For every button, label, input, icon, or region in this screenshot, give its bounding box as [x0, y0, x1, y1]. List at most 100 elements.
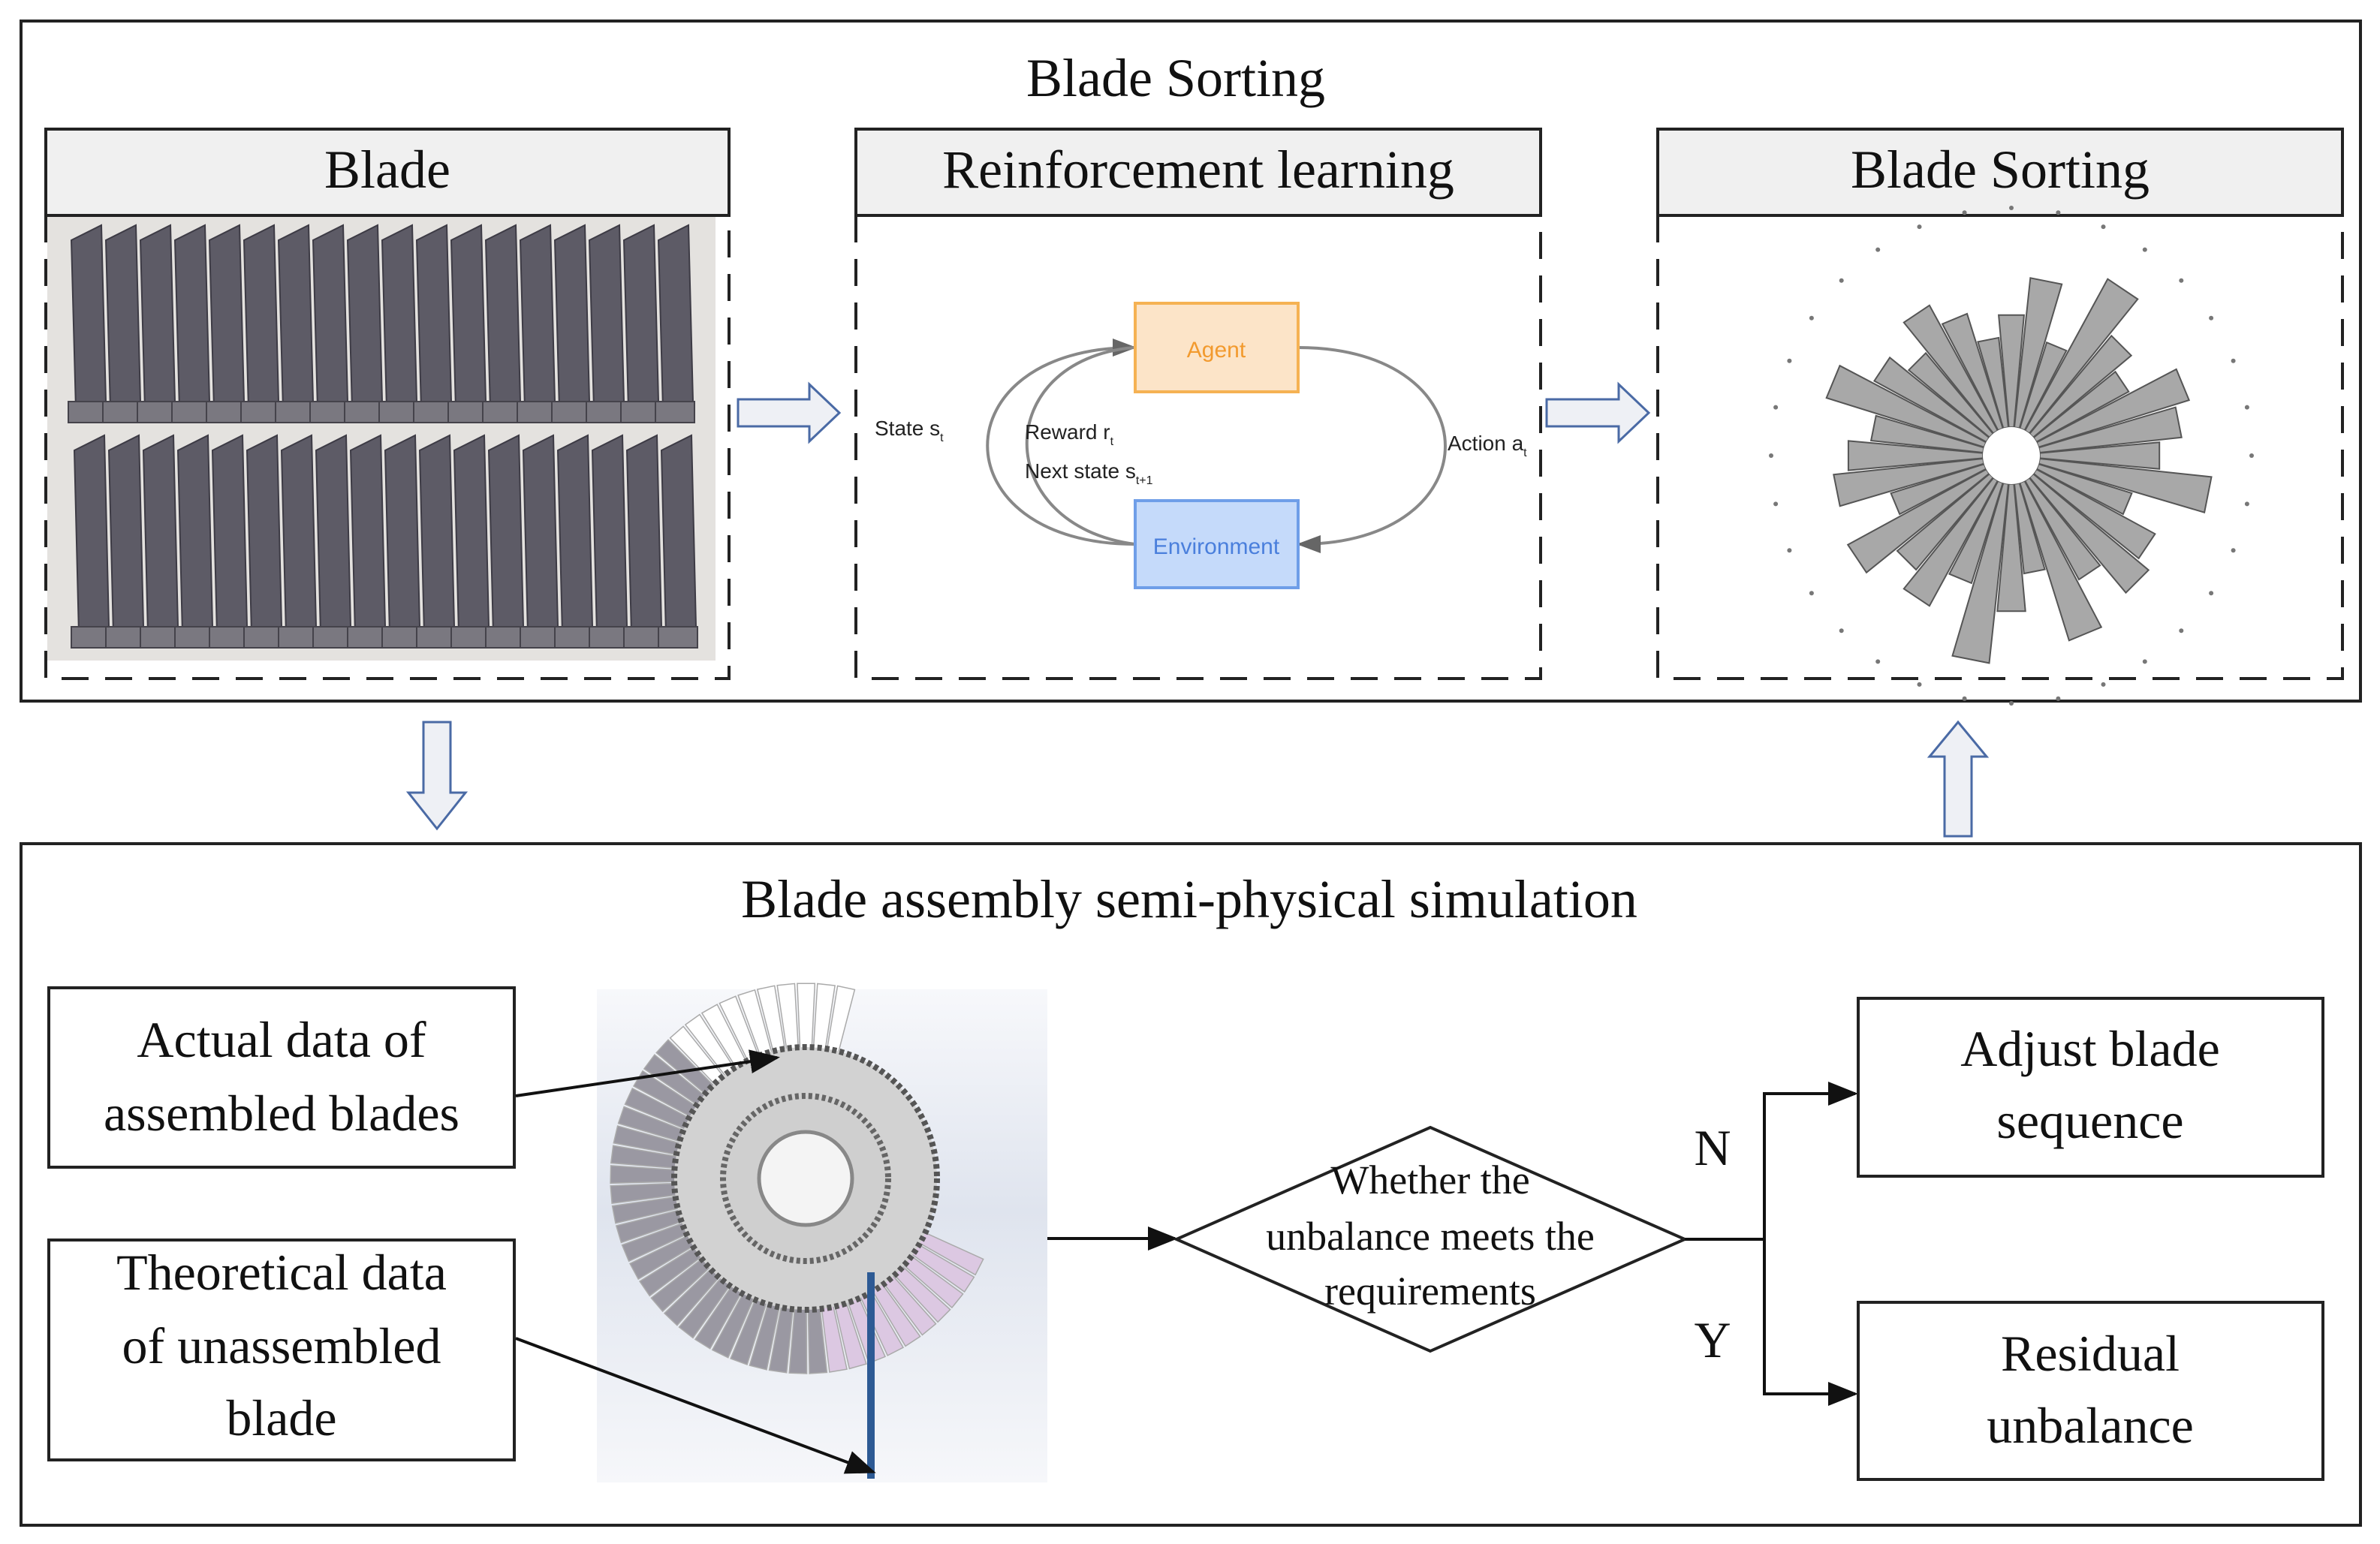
blade-item — [68, 224, 108, 423]
polar-tick-mark — [2009, 701, 2014, 706]
actual-data-box — [47, 986, 516, 1169]
decision-line: unbalance meets the — [1266, 1214, 1595, 1259]
polar-tick-mark — [1917, 224, 1922, 230]
blade-item — [71, 434, 111, 649]
panel-header-rl: Reinforcement learning — [942, 140, 1454, 200]
polar-tick-mark — [1962, 696, 1967, 701]
blade-item — [586, 224, 626, 423]
blade-item — [623, 434, 664, 649]
panel-blade: Blade — [44, 128, 731, 680]
polar-tick-mark — [1962, 210, 1967, 215]
dashed-panel-border — [44, 215, 731, 680]
panel-header-box — [854, 128, 1542, 217]
polar-tick-mark — [1773, 405, 1779, 410]
polar-tick-mark — [2009, 206, 2014, 210]
polar-tick-mark — [2249, 453, 2254, 458]
blade-item — [243, 434, 284, 649]
polar-tick-mark — [2056, 210, 2061, 215]
state-arc — [986, 339, 1137, 546]
dashed-panel-border — [854, 215, 1542, 680]
polar-tick-mark — [2056, 696, 2061, 701]
polar-tick-mark — [1787, 358, 1792, 363]
panel-header-blade: Blade — [324, 140, 450, 200]
highlighted-blade — [867, 1272, 875, 1479]
polar-tick-mark — [2231, 358, 2236, 363]
yes-label: Y — [1694, 1311, 1731, 1368]
reward-arc — [1025, 346, 1136, 546]
blade-item — [447, 224, 488, 423]
polar-tick-mark — [2179, 278, 2184, 283]
top-section-frame — [20, 20, 2362, 703]
pointer-arrow — [515, 1337, 876, 1474]
decision-diamond — [1173, 1125, 1689, 1353]
polar-tick-mark — [1839, 628, 1844, 634]
up-arrow-icon — [1927, 720, 1990, 838]
top-section-title: Blade Sorting — [1026, 48, 1325, 108]
theoretical-data-line: blade — [226, 1389, 336, 1446]
polar-tick-mark — [2142, 659, 2147, 664]
no-label: N — [1694, 1119, 1731, 1176]
residual-line: unbalance — [1987, 1397, 2194, 1454]
state-label: State st — [875, 417, 944, 444]
blade-item — [589, 434, 629, 649]
blade-item — [344, 224, 384, 423]
theoretical-data-box — [47, 1239, 516, 1461]
polar-tick-mark — [1917, 682, 1922, 687]
rotor-model-image — [597, 983, 1047, 1482]
blade-item — [416, 434, 456, 649]
polar-tick-mark — [2209, 315, 2214, 321]
branch-line — [1685, 1094, 1766, 1394]
polar-tick-mark — [2231, 548, 2236, 553]
decision-line: requirements — [1324, 1269, 1536, 1314]
blade-item — [450, 434, 491, 649]
polar-tick-mark — [1875, 247, 1881, 252]
pointer-arrow — [515, 1049, 780, 1097]
decision-line: Whether the — [1330, 1157, 1529, 1202]
next-state-label: Next state st+1 — [1025, 459, 1153, 487]
actual-data-line: assembled blades — [104, 1085, 459, 1142]
down-arrow-icon — [405, 721, 468, 831]
right-arrow-icon — [737, 381, 842, 444]
dashed-panel-border — [1656, 215, 2344, 680]
polar-tick-mark — [2244, 501, 2249, 507]
blade-item — [413, 224, 453, 423]
polar-tick-mark — [1875, 659, 1881, 664]
polar-sorting-chart — [1769, 206, 2254, 706]
panel-header-box — [44, 128, 731, 217]
polar-tick-mark — [1839, 278, 1844, 283]
agent-label: Agent — [1187, 338, 1246, 363]
residual-unbalance-box — [1857, 1301, 2324, 1481]
polar-tick-mark — [1773, 501, 1779, 507]
adjust-line: Adjust blade — [1960, 1020, 2220, 1077]
blade-item — [655, 224, 695, 423]
blade-item — [102, 224, 143, 423]
polar-tick-mark — [1769, 453, 1773, 458]
agent-box — [1134, 302, 1300, 393]
action-arc — [1297, 346, 1447, 553]
action-label: Action at — [1448, 432, 1527, 459]
right-arrow-icon — [1545, 381, 1651, 444]
polar-tick-mark — [1809, 591, 1814, 596]
actual-data-line: Actual data of — [137, 1011, 426, 1068]
blade-item — [278, 434, 318, 649]
bottom-section-frame — [20, 842, 2362, 1527]
polar-center — [1983, 427, 2040, 484]
environment-label: Environment — [1153, 534, 1280, 559]
adjust-line: sequence — [1996, 1092, 2183, 1149]
polar-tick-mark — [2101, 224, 2106, 230]
theoretical-data-line: of unassembled — [122, 1317, 441, 1374]
rotor-bore — [757, 1130, 854, 1227]
blade-item — [658, 434, 698, 649]
residual-line: Residual — [2001, 1325, 2180, 1382]
panel-header-box — [1656, 128, 2344, 217]
polar-tick-mark — [2244, 405, 2249, 410]
blade-item — [137, 224, 177, 423]
environment-box — [1134, 499, 1300, 589]
bottom-section-title: Blade assembly semi-physical simulation — [741, 869, 1637, 929]
theoretical-data-line: Theoretical data — [116, 1244, 447, 1301]
panel-blade-sorting: Blade Sorting — [1656, 128, 2344, 706]
polar-tick-mark — [2209, 591, 2214, 596]
polar-tick-mark — [1787, 548, 1792, 553]
polar-tick-mark — [2179, 628, 2184, 634]
